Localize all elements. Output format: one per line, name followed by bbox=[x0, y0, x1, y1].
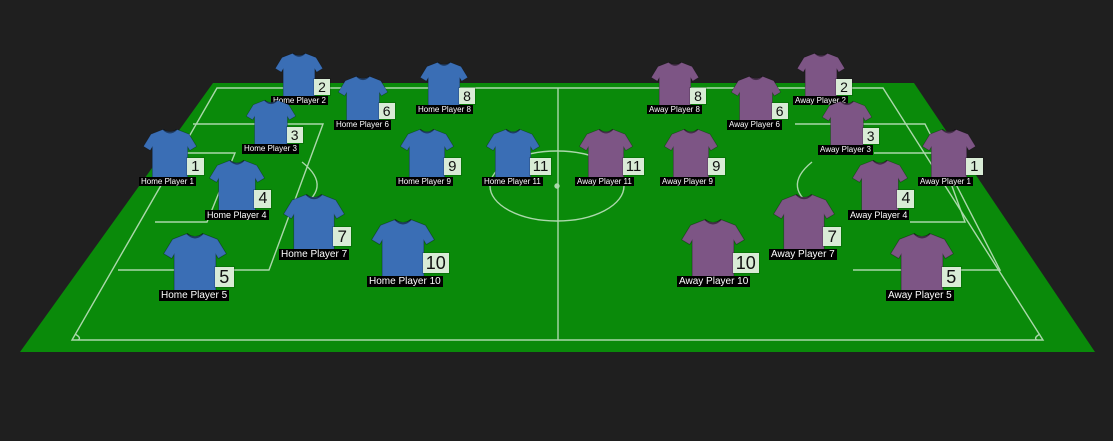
away-player-9[interactable]: 9 Away Player 9 bbox=[660, 128, 725, 187]
player-number: 8 bbox=[690, 87, 706, 104]
player-name-label: Away Player 8 bbox=[647, 104, 702, 114]
home-player-3[interactable]: 3 Home Player 3 bbox=[242, 99, 303, 154]
home-player-9[interactable]: 9 Home Player 9 bbox=[396, 128, 461, 187]
player-name-label: Away Player 3 bbox=[818, 145, 873, 155]
player-number: 9 bbox=[443, 157, 461, 175]
away-player-1[interactable]: 1 Away Player 1 bbox=[918, 128, 983, 187]
player-name-label: Away Player 2 bbox=[793, 95, 848, 105]
player-number: 1 bbox=[965, 157, 983, 175]
player-number: 6 bbox=[771, 102, 788, 119]
home-player-6[interactable]: 6 Home Player 6 bbox=[334, 75, 395, 130]
player-number: 5 bbox=[214, 267, 234, 288]
player-number: 2 bbox=[836, 78, 852, 95]
player-name-label: Away Player 5 bbox=[886, 289, 954, 302]
player-name-label: Away Player 10 bbox=[677, 275, 751, 288]
home-player-11[interactable]: 11 Home Player 11 bbox=[482, 128, 552, 187]
player-name-label: Home Player 8 bbox=[416, 104, 473, 114]
away-player-5[interactable]: 5 Away Player 5 bbox=[886, 232, 961, 302]
player-name-label: Away Player 1 bbox=[918, 176, 973, 187]
player-number: 5 bbox=[941, 267, 961, 288]
away-player-11[interactable]: 11 Away Player 11 bbox=[575, 128, 645, 187]
away-player-6[interactable]: 6 Away Player 6 bbox=[727, 75, 788, 130]
player-number: 7 bbox=[333, 227, 352, 247]
player-name-label: Home Player 2 bbox=[271, 95, 328, 105]
player-name-label: Home Player 5 bbox=[159, 289, 230, 302]
player-name-label: Home Player 11 bbox=[482, 176, 543, 187]
away-player-7[interactable]: 7 Away Player 7 bbox=[769, 193, 842, 261]
away-player-4[interactable]: 4 Away Player 4 bbox=[848, 159, 915, 221]
player-name-label: Home Player 7 bbox=[279, 248, 350, 261]
away-player-8[interactable]: 8 Away Player 8 bbox=[647, 61, 706, 114]
player-number: 8 bbox=[459, 87, 475, 104]
home-player-8[interactable]: 8 Home Player 8 bbox=[416, 61, 475, 114]
player-name-label: Home Player 6 bbox=[334, 120, 391, 130]
player-number: 2 bbox=[314, 78, 330, 95]
player-name-label: Away Player 9 bbox=[660, 176, 715, 187]
player-number: 6 bbox=[378, 102, 395, 119]
player-number: 1 bbox=[186, 157, 204, 175]
player-number: 10 bbox=[422, 253, 449, 274]
home-player-7[interactable]: 7 Home Player 7 bbox=[279, 193, 352, 261]
player-name-label: Away Player 4 bbox=[848, 209, 910, 221]
player-name-label: Away Player 11 bbox=[575, 176, 634, 187]
player-name-label: Home Player 10 bbox=[367, 275, 443, 288]
player-number: 11 bbox=[529, 157, 552, 175]
player-name-label: Home Player 1 bbox=[139, 176, 196, 187]
home-player-10[interactable]: 10 Home Player 10 bbox=[367, 218, 449, 288]
home-player-2[interactable]: 2 Home Player 2 bbox=[271, 52, 330, 105]
player-name-label: Home Player 3 bbox=[242, 144, 299, 154]
player-name-label: Home Player 4 bbox=[205, 209, 269, 221]
player-number: 11 bbox=[622, 157, 645, 175]
player-number: 4 bbox=[254, 189, 272, 208]
home-player-1[interactable]: 1 Home Player 1 bbox=[139, 128, 204, 187]
player-name-label: Home Player 9 bbox=[396, 176, 453, 187]
home-player-4[interactable]: 4 Home Player 4 bbox=[205, 159, 272, 221]
player-name-label: Away Player 6 bbox=[727, 120, 782, 130]
away-player-2[interactable]: 2 Away Player 2 bbox=[793, 52, 852, 105]
player-number: 3 bbox=[862, 127, 879, 144]
player-number: 7 bbox=[823, 227, 842, 247]
player-number: 3 bbox=[286, 126, 303, 143]
player-name-label: Away Player 7 bbox=[769, 248, 837, 261]
player-number: 10 bbox=[732, 253, 759, 274]
away-player-3[interactable]: 3 Away Player 3 bbox=[818, 100, 879, 155]
player-number: 4 bbox=[897, 189, 915, 208]
player-number: 9 bbox=[707, 157, 725, 175]
away-player-10[interactable]: 10 Away Player 10 bbox=[677, 218, 759, 288]
home-player-5[interactable]: 5 Home Player 5 bbox=[159, 232, 234, 302]
